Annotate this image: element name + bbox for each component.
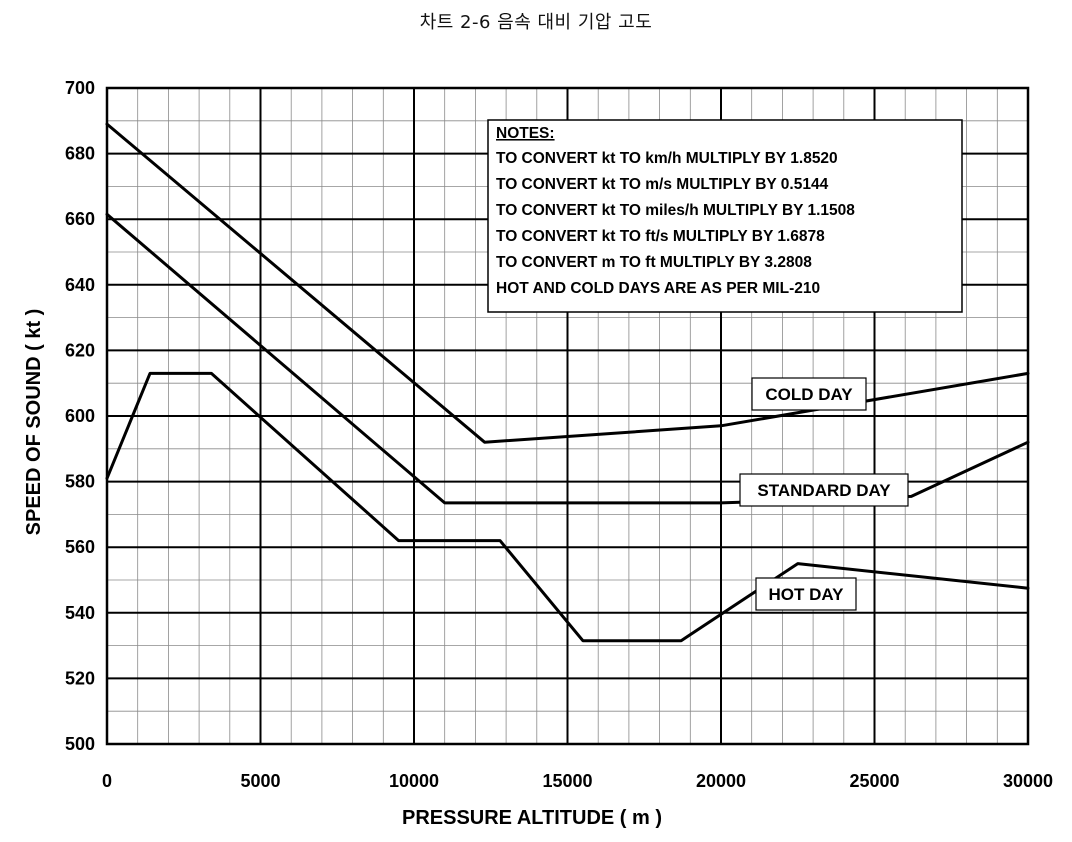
x-axis-label: PRESSURE ALTITUDE ( m ) [402,807,662,829]
x-tick-label: 10000 [389,771,439,791]
svg-text:HOT DAY: HOT DAY [769,585,845,604]
hot-day-label: HOT DAY [755,577,857,611]
note-line: TO CONVERT kt TO m/s MULTIPLY BY 0.5144 [496,176,829,193]
cold-day-line [105,122,1030,444]
y-tick-label: 500 [65,734,95,754]
svg-text:STANDARD DAY: STANDARD DAY [757,481,891,500]
y-tick-label: 520 [65,668,95,688]
x-tick-label: 5000 [240,771,280,791]
y-tick-label: 680 [65,144,95,164]
x-axis-ticks: 0 5000 10000 15000 20000 25000 30000 [102,771,1053,791]
y-tick-label: 600 [65,406,95,426]
x-tick-label: 25000 [849,771,899,791]
notes-box: NOTES: TO CONVERT kt TO km/h MULTIPLY BY… [487,119,963,313]
note-line: TO CONVERT kt TO km/h MULTIPLY BY 1.8520 [496,150,838,167]
y-tick-label: 660 [65,209,95,229]
x-tick-label: 30000 [1003,771,1053,791]
y-tick-label: 640 [65,275,95,295]
y-axis-ticks: 500 520 540 560 580 600 620 640 660 680 700 [65,78,95,754]
cold-day-label: COLD DAY [751,377,867,411]
plot-frame [105,86,1030,746]
note-line: HOT AND COLD DAYS ARE AS PER MIL-210 [496,280,820,297]
y-tick-label: 540 [65,603,95,623]
x-tick-label: 15000 [542,771,592,791]
note-line: TO CONVERT m TO ft MULTIPLY BY 3.2808 [496,254,812,271]
note-line: TO CONVERT kt TO ft/s MULTIPLY BY 1.6878 [496,228,825,245]
y-tick-label: 620 [65,340,95,360]
notes-heading: NOTES: [496,125,555,142]
standard-day-label: STANDARD DAY [739,473,909,507]
y-tick-label: 700 [65,78,95,98]
svg-text:COLD DAY: COLD DAY [765,385,853,404]
note-line: TO CONVERT kt TO miles/h MULTIPLY BY 1.1… [496,202,855,219]
chart-title: 차트 2-6 음속 대비 기압 고도 [419,12,653,33]
x-tick-label: 0 [102,771,112,791]
y-tick-label: 580 [65,472,95,492]
standard-day-line [105,212,1030,505]
y-tick-label: 560 [65,537,95,557]
y-axis-label: SPEED OF SOUND ( kt ) [23,309,45,536]
x-tick-label: 20000 [696,771,746,791]
